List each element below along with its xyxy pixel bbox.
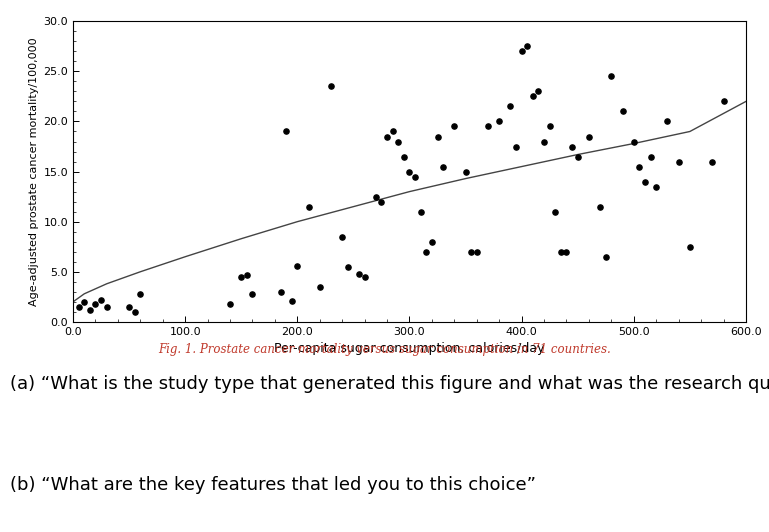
Point (275, 287, 287, 296)
Point (706, 157, 718, 166)
Point (72, 303, 85, 311)
Point (521, 42, 534, 51)
Point (135, 289, 147, 298)
Point (684, 243, 696, 251)
Point (538, 137, 551, 146)
Point (633, 162, 645, 171)
Point (409, 172, 421, 181)
Point (291, 262, 304, 270)
X-axis label: Per-capita sugar consumption, calories/day: Per-capita sugar consumption, calories/d… (275, 342, 544, 355)
Point (224, 300, 236, 308)
Point (566, 142, 578, 151)
Point (280, 127, 292, 136)
Point (325, 82, 337, 90)
Point (235, 272, 248, 281)
Point (717, 97, 730, 106)
Point (510, 142, 522, 151)
Point (246, 289, 258, 298)
Text: (b) “What are the key features that led you to this choice”: (b) “What are the key features that led … (10, 476, 536, 494)
Point (571, 152, 584, 161)
Point (532, 87, 544, 96)
Point (285, 296, 298, 305)
Point (123, 303, 135, 311)
Point (504, 102, 517, 111)
Point (628, 137, 640, 146)
Point (650, 182, 662, 191)
Point (414, 207, 427, 216)
Point (644, 152, 657, 161)
Point (84, 305, 96, 314)
Point (426, 237, 438, 246)
Point (594, 202, 606, 211)
Point (617, 107, 629, 116)
Point (387, 127, 399, 136)
Point (95, 296, 107, 304)
Point (554, 247, 567, 256)
Point (465, 247, 478, 256)
Point (78, 297, 91, 306)
Point (341, 262, 354, 271)
Point (375, 197, 388, 206)
Point (358, 272, 371, 281)
Y-axis label: Age-adjusted prostate cancer mortality/100,000: Age-adjusted prostate cancer mortality/1… (29, 37, 39, 306)
Point (353, 270, 365, 278)
Point (437, 162, 449, 171)
Point (431, 132, 444, 141)
Point (600, 253, 612, 261)
Point (482, 122, 494, 131)
Point (639, 177, 651, 186)
Point (302, 202, 315, 211)
Point (381, 132, 393, 141)
Point (448, 122, 461, 131)
Point (101, 303, 113, 311)
Point (583, 132, 595, 141)
Point (605, 72, 618, 81)
Point (420, 247, 432, 256)
Point (544, 122, 556, 131)
Point (471, 247, 483, 256)
Point (314, 282, 326, 291)
Point (128, 307, 141, 316)
Point (561, 247, 573, 256)
Point (404, 168, 416, 176)
Point (527, 92, 539, 101)
Point (89, 300, 102, 308)
Point (398, 152, 410, 161)
Point (549, 207, 561, 216)
Text: (a) “What is the study type that generated this figure and what was the research: (a) “What is the study type that generat… (10, 375, 769, 393)
Point (336, 232, 348, 241)
Point (392, 137, 404, 146)
Point (459, 168, 471, 176)
Point (673, 157, 685, 166)
Point (661, 117, 674, 126)
Point (370, 193, 382, 201)
Point (241, 270, 253, 279)
Point (515, 47, 528, 56)
Point (493, 117, 505, 126)
Text: Fig. 1. Prostate cancer mortality versus sugar consumption in 71 countries.: Fig. 1. Prostate cancer mortality versus… (158, 343, 611, 356)
